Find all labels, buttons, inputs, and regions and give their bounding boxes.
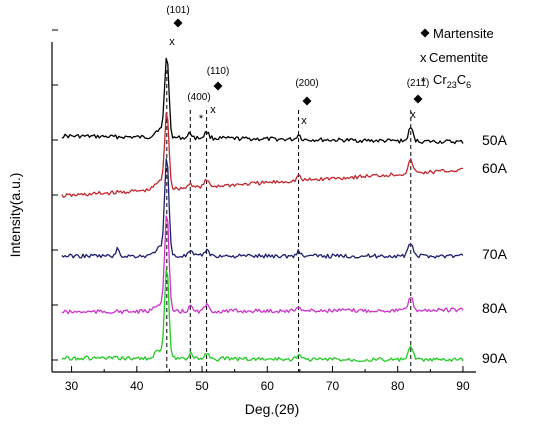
peak-label-400: (400): [187, 92, 210, 103]
x-tick-label-60: 60: [261, 379, 275, 393]
series-label-80A: 80A: [482, 300, 508, 316]
series-label-60A: 60A: [482, 160, 508, 176]
series-line-80A: [61, 215, 464, 315]
martensite-marker: [302, 96, 312, 106]
martensite-marker: [213, 81, 223, 91]
legend-martensite-symbol: [420, 28, 430, 38]
x-tick-label-80: 80: [391, 379, 405, 393]
cementite-marker: x: [410, 109, 416, 121]
x-tick-label-50: 50: [195, 379, 209, 393]
reference-lines: [166, 70, 412, 372]
series-line-90A: [61, 269, 464, 362]
x-tick-label-90: 90: [456, 379, 470, 393]
series-line-50A: [61, 57, 464, 145]
legend: Martensite x Cementite* Cr23C6: [420, 26, 494, 90]
legend-cementite-symbol: x: [420, 50, 427, 65]
x-tick-label-70: 70: [326, 379, 340, 393]
peak-label-110: (110): [207, 66, 230, 77]
peak-label-101: (101): [166, 5, 189, 16]
cementite-marker: x: [169, 36, 175, 48]
martensite-marker: [413, 94, 423, 104]
legend-cr23c6-label: Cr23C6: [433, 72, 471, 90]
x-axis-title: Deg.(2θ): [245, 401, 299, 417]
annotations: (101) (400) (110) (200) (211) x x x x *: [166, 5, 429, 127]
series-label-50A: 50A: [482, 132, 508, 148]
cementite-marker: x: [210, 104, 216, 116]
series-line-70A: [61, 158, 464, 259]
legend-martensite-label: Martensite: [433, 26, 494, 41]
x-tick-label-30: 30: [65, 379, 79, 393]
cementite-marker: x: [301, 115, 307, 127]
peak-label-200: (200): [295, 78, 318, 89]
series-line-60A: [61, 112, 463, 198]
series-label-70A: 70A: [482, 246, 508, 262]
legend-cementite-label: Cementite: [429, 50, 488, 65]
series-group: 50A 60A 70A 80A 90A: [61, 57, 508, 366]
legend-cr23c6-symbol: *: [421, 74, 426, 89]
peak-label-211: (211): [407, 78, 430, 89]
cr23c6-marker: *: [199, 113, 204, 125]
y-axis-title: Intensity(a.u.): [7, 173, 23, 258]
series-label-90A: 90A: [482, 350, 508, 366]
martensite-marker: [173, 18, 183, 28]
axes: 30 40 50 60 70 80 90: [51, 29, 476, 393]
x-tick-label-40: 40: [130, 379, 144, 393]
